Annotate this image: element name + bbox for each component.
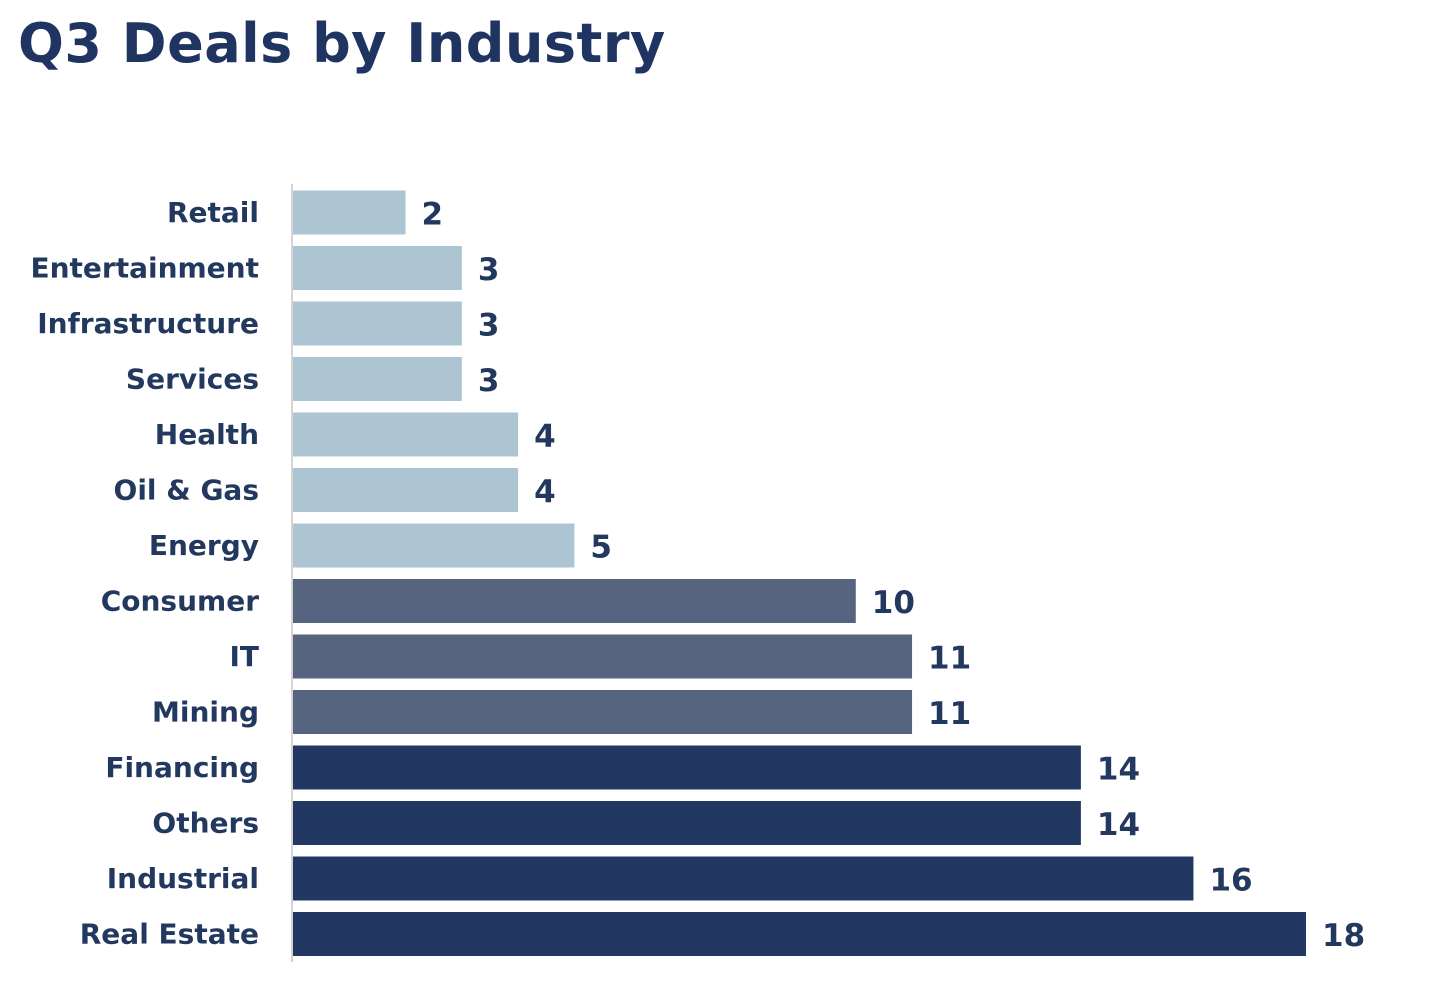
bar-mining bbox=[293, 690, 913, 734]
value-label-others: 14 bbox=[1097, 807, 1140, 843]
category-label-health: Health bbox=[155, 418, 259, 451]
value-label-financing: 14 bbox=[1097, 752, 1140, 788]
bar-real-estate bbox=[293, 912, 1306, 956]
bar-entertainment bbox=[293, 246, 462, 290]
bar-oil-and-gas bbox=[293, 468, 519, 512]
bar-services bbox=[293, 357, 462, 401]
bar-others bbox=[293, 801, 1081, 845]
category-label-financing: Financing bbox=[105, 751, 259, 784]
category-label-others: Others bbox=[152, 807, 259, 840]
bar-energy bbox=[293, 523, 575, 568]
category-label-retail: Retail bbox=[167, 196, 259, 229]
value-label-oil-and-gas: 4 bbox=[534, 474, 556, 510]
bar-financing bbox=[293, 745, 1081, 790]
category-label-entertainment: Entertainment bbox=[30, 252, 259, 285]
value-label-industrial: 16 bbox=[1209, 863, 1252, 899]
value-label-services: 3 bbox=[478, 363, 500, 399]
value-label-infrastructure: 3 bbox=[478, 308, 500, 344]
category-label-real-estate: Real Estate bbox=[80, 918, 259, 951]
bar-it bbox=[293, 634, 913, 679]
category-label-consumer: Consumer bbox=[101, 585, 259, 618]
value-label-consumer: 10 bbox=[872, 585, 915, 621]
bar-industrial bbox=[293, 856, 1194, 901]
category-label-services: Services bbox=[126, 363, 259, 396]
bar-health bbox=[293, 412, 519, 457]
value-label-it: 11 bbox=[928, 641, 971, 677]
bar-retail bbox=[293, 190, 406, 235]
value-label-energy: 5 bbox=[590, 530, 612, 566]
category-label-oil-and-gas: Oil & Gas bbox=[114, 474, 259, 507]
category-label-infrastructure: Infrastructure bbox=[37, 307, 259, 340]
value-label-entertainment: 3 bbox=[478, 252, 500, 288]
chart-title: Q3 Deals by Industry bbox=[18, 12, 666, 75]
value-label-mining: 11 bbox=[928, 696, 971, 732]
bar-infrastructure bbox=[293, 301, 462, 346]
bar-consumer bbox=[293, 579, 856, 623]
value-label-retail: 2 bbox=[422, 197, 444, 233]
value-label-health: 4 bbox=[534, 419, 556, 455]
category-label-it: IT bbox=[229, 640, 259, 673]
value-label-real-estate: 18 bbox=[1322, 918, 1365, 954]
category-label-energy: Energy bbox=[149, 529, 259, 562]
category-label-industrial: Industrial bbox=[107, 862, 259, 895]
category-label-mining: Mining bbox=[152, 696, 259, 729]
